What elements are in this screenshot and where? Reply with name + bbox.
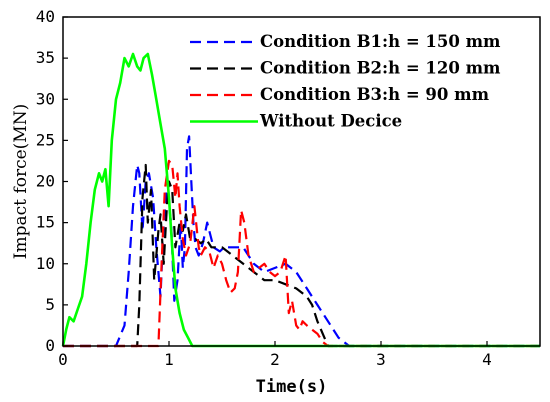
y-tick-label: 20	[36, 172, 55, 191]
series-line-1	[63, 135, 540, 348]
series-line-4	[61, 52, 540, 348]
y-tick-label: 25	[36, 130, 55, 149]
legend-label-4: Without Decice	[259, 112, 402, 131]
x-tick-label: 2	[270, 350, 280, 369]
y-tick-label: 5	[45, 295, 55, 314]
series-line-2	[63, 163, 540, 348]
y-tick-label: 40	[36, 7, 55, 26]
legend-label-2: Condition B2:h = 120 mm	[260, 59, 501, 78]
y-tick-label: 35	[36, 48, 55, 67]
y-tick-label: 15	[36, 213, 55, 232]
x-tick-label: 4	[482, 350, 492, 369]
y-tick-label: 10	[36, 254, 55, 273]
legend-label-1: Condition B1:h = 150 mm	[260, 32, 501, 51]
series-line-3	[63, 159, 540, 348]
x-tick-label: 3	[376, 350, 386, 369]
x-tick-label: 1	[164, 350, 174, 369]
series-layer	[61, 52, 540, 348]
y-tick-label: 30	[36, 89, 55, 108]
y-tick-label: 0	[45, 336, 55, 355]
x-axis-title: Time(s)	[256, 377, 328, 397]
y-axis-title: Impact force(MN)	[11, 104, 31, 259]
legend: Condition B1:h = 150 mm Condition B2:h = …	[190, 32, 501, 131]
legend-label-3: Condition B3:h = 90 mm	[260, 85, 490, 104]
x-tick-label: 0	[58, 350, 68, 369]
